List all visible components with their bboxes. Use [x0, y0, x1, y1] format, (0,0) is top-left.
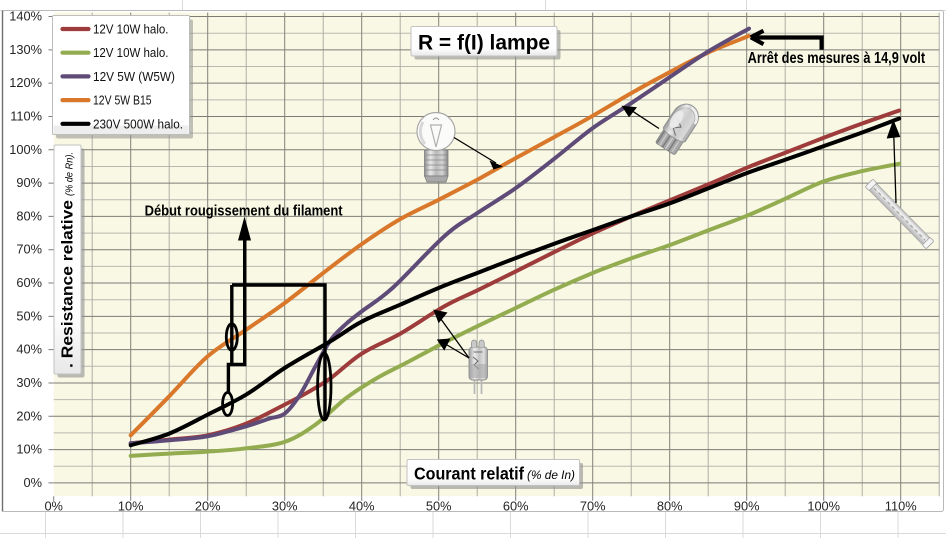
- svg-text:60%: 60%: [16, 275, 42, 290]
- svg-text:Début rougissement du filament: Début rougissement du filament: [145, 204, 343, 220]
- svg-text:Courant relatif: Courant relatif: [414, 464, 524, 484]
- svg-text:50%: 50%: [426, 499, 452, 514]
- svg-text:(% de Rn).: (% de Rn).: [64, 152, 76, 196]
- svg-text:230V 500W halo.: 230V 500W halo.: [93, 116, 183, 131]
- svg-text:40%: 40%: [349, 499, 375, 514]
- svg-text:90%: 90%: [16, 175, 42, 190]
- svg-text:10%: 10%: [16, 442, 42, 457]
- svg-text:20%: 20%: [195, 499, 221, 514]
- svg-text:140%: 140%: [9, 9, 42, 24]
- svg-text:0%: 0%: [44, 499, 63, 514]
- svg-text:30%: 30%: [16, 375, 42, 390]
- svg-text:110%: 110%: [885, 499, 917, 514]
- svg-text:80%: 80%: [657, 499, 683, 514]
- svg-text:130%: 130%: [9, 42, 42, 57]
- svg-text:120%: 120%: [9, 75, 42, 90]
- svg-text:40%: 40%: [16, 342, 42, 357]
- svg-text:R = f(I) lampe: R = f(I) lampe: [418, 31, 550, 55]
- svg-text:. Resistance relative: . Resistance relative: [60, 200, 77, 368]
- svg-text:80%: 80%: [16, 208, 42, 223]
- svg-text:100%: 100%: [9, 142, 42, 157]
- svg-text:110%: 110%: [10, 109, 42, 124]
- svg-text:50%: 50%: [16, 308, 42, 323]
- svg-text:12V 5W B15: 12V 5W B15: [93, 93, 152, 108]
- svg-text:12V 10W halo.: 12V 10W halo.: [93, 22, 169, 37]
- svg-text:0%: 0%: [24, 475, 43, 490]
- svg-text:20%: 20%: [16, 408, 42, 423]
- svg-text:Arrêt des mesures à 14,9 volt: Arrêt des mesures à 14,9 volt: [748, 50, 926, 67]
- svg-text:60%: 60%: [503, 499, 529, 514]
- svg-text:90%: 90%: [734, 499, 760, 514]
- svg-text:12V 10W halo.: 12V 10W halo.: [93, 45, 169, 60]
- svg-text:70%: 70%: [16, 242, 42, 257]
- svg-text:100%: 100%: [807, 499, 840, 514]
- svg-text:(% de In): (% de In): [527, 470, 575, 482]
- svg-text:30%: 30%: [272, 499, 298, 514]
- svg-text:70%: 70%: [580, 499, 606, 514]
- svg-text:12V 5W (W5W): 12V 5W (W5W): [93, 69, 175, 84]
- svg-text:10%: 10%: [118, 499, 144, 514]
